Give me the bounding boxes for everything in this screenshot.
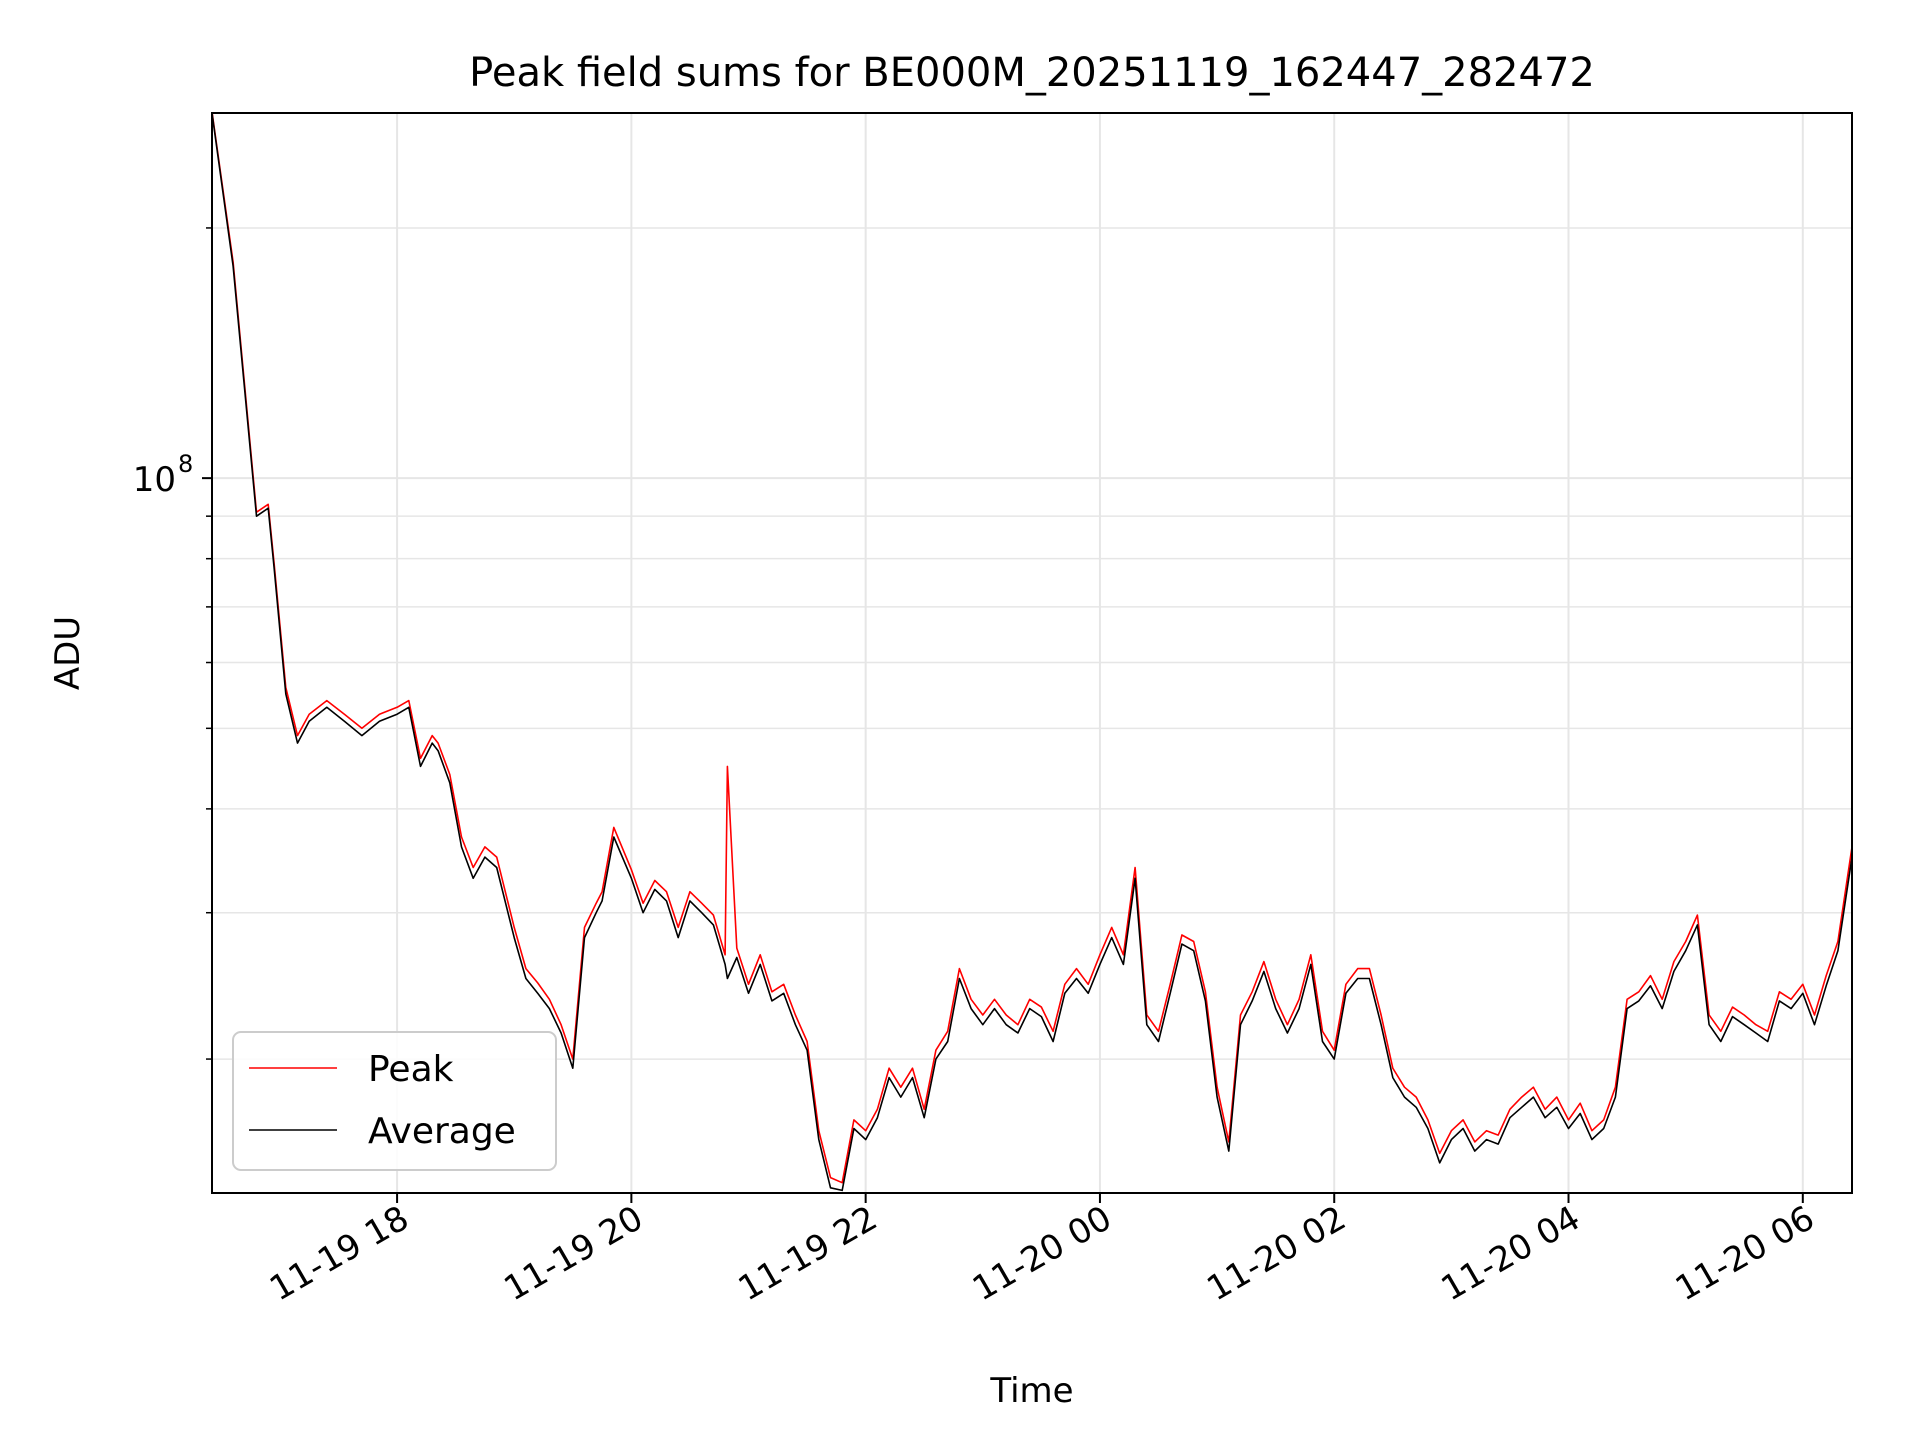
x-tick-label: 11-20 00 bbox=[966, 1198, 1118, 1309]
grid-lines bbox=[212, 113, 1852, 1193]
y-axis-ticks: 10 8 bbox=[133, 227, 212, 1060]
x-tick-label: 11-19 18 bbox=[263, 1198, 415, 1309]
legend-box bbox=[232, 1031, 557, 1171]
plot-area-frame bbox=[211, 112, 1853, 1194]
series-line-peak bbox=[212, 113, 1852, 1184]
x-axis-ticks: 11-19 18 11-19 20 11-19 22 11-20 00 11-20 02… bbox=[263, 1193, 1821, 1309]
x-tick-label: 11-19 22 bbox=[732, 1198, 884, 1309]
x-tick-label: 11-20 06 bbox=[1669, 1198, 1821, 1309]
legend-peak-label: Peak bbox=[368, 1049, 454, 1090]
y-tick-label-exponent: 8 bbox=[178, 450, 193, 478]
y-tick-label: 10 bbox=[133, 460, 176, 500]
y-axis-label: ADU bbox=[48, 616, 88, 690]
chart-title: Peak field sums for BE000M_20251119_1624… bbox=[469, 50, 1595, 96]
x-tick-label: 11-20 02 bbox=[1200, 1198, 1352, 1309]
x-tick-label: 11-19 20 bbox=[497, 1198, 649, 1309]
series-lines bbox=[212, 113, 1852, 1192]
legend: Peak Average bbox=[232, 1031, 557, 1171]
series-line-average bbox=[212, 113, 1852, 1192]
x-axis-label: Time bbox=[989, 1371, 1073, 1411]
x-tick-label: 11-20 04 bbox=[1435, 1198, 1587, 1309]
legend-average-label: Average bbox=[368, 1111, 516, 1152]
